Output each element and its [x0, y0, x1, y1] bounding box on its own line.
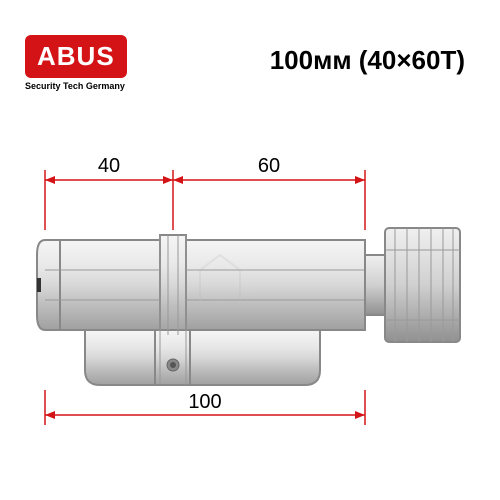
product-title: 100мм (40×60T) [270, 45, 465, 76]
logo-tagline: Security Tech Germany [25, 81, 127, 91]
dim-right: 60 [258, 155, 280, 177]
dim-total: 100 [188, 391, 221, 413]
bottom-dimensions: 100 [45, 390, 365, 425]
thumb-turn-knob [365, 228, 460, 342]
logo-brand-text: ABUS [37, 41, 115, 71]
top-dimensions: 40 60 [45, 155, 365, 230]
technical-diagram: 40 60 [25, 140, 475, 440]
logo-badge: ABUS [25, 35, 127, 78]
brand-logo: ABUS Security Tech Germany [25, 35, 127, 91]
dim-left: 40 [98, 155, 120, 177]
svg-text:ЗАМКІВ: ЗАМКІВ [191, 289, 249, 306]
cylinder-body [37, 235, 365, 385]
